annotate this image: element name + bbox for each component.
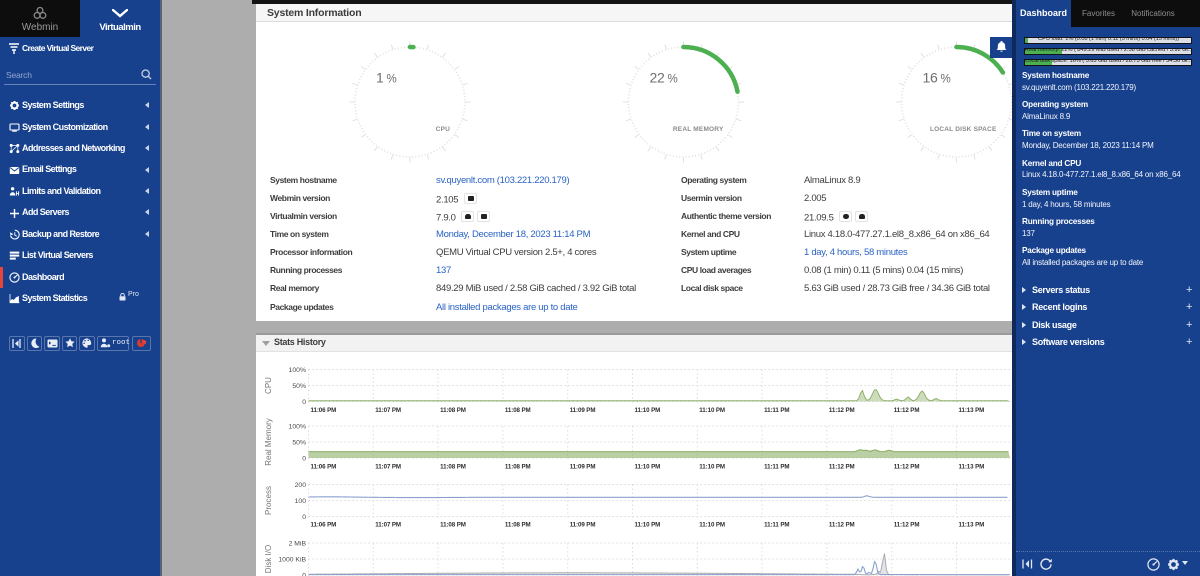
svg-text:11:08 PM: 11:08 PM xyxy=(505,407,531,414)
svg-text:22%: 22% xyxy=(650,70,678,86)
svg-text:11:13 PM: 11:13 PM xyxy=(959,464,985,471)
svg-text:11:12 PM: 11:12 PM xyxy=(894,407,920,414)
svg-text:11:13 PM: 11:13 PM xyxy=(959,407,985,414)
svg-text:0: 0 xyxy=(302,514,306,521)
svg-text:11:12 PM: 11:12 PM xyxy=(894,522,920,529)
svg-text:11:12 PM: 11:12 PM xyxy=(829,464,855,471)
svg-text:CPU: CPU xyxy=(436,126,450,133)
svg-text:11:08 PM: 11:08 PM xyxy=(505,522,531,529)
svg-text:0: 0 xyxy=(302,456,306,463)
svg-text:1000 KiB: 1000 KiB xyxy=(278,557,306,564)
svg-text:Process: Process xyxy=(264,486,273,515)
svg-text:100: 100 xyxy=(295,498,307,505)
svg-text:2 MiB: 2 MiB xyxy=(289,541,307,548)
svg-text:100%: 100% xyxy=(289,367,306,374)
svg-text:0: 0 xyxy=(302,573,306,576)
svg-text:11:10 PM: 11:10 PM xyxy=(699,407,725,414)
svg-text:11:08 PM: 11:08 PM xyxy=(440,522,466,529)
svg-text:11:09 PM: 11:09 PM xyxy=(570,464,596,471)
svg-text:11:06 PM: 11:06 PM xyxy=(311,407,337,414)
svg-text:11:07 PM: 11:07 PM xyxy=(375,407,401,414)
svg-text:11:10 PM: 11:10 PM xyxy=(635,522,661,529)
svg-text:11:08 PM: 11:08 PM xyxy=(440,407,466,414)
svg-text:50%: 50% xyxy=(292,383,306,390)
svg-text:11:10 PM: 11:10 PM xyxy=(699,464,725,471)
svg-text:0: 0 xyxy=(302,399,306,406)
svg-text:REAL MEMORY: REAL MEMORY xyxy=(673,126,724,133)
svg-text:11:07 PM: 11:07 PM xyxy=(375,464,401,471)
svg-text:11:13 PM: 11:13 PM xyxy=(959,522,985,529)
svg-text:200: 200 xyxy=(295,482,307,489)
svg-text:11:09 PM: 11:09 PM xyxy=(570,407,596,414)
svg-text:100%: 100% xyxy=(289,424,306,431)
svg-text:11:12 PM: 11:12 PM xyxy=(894,464,920,471)
svg-text:11:08 PM: 11:08 PM xyxy=(505,464,531,471)
svg-text:11:11 PM: 11:11 PM xyxy=(764,464,789,471)
svg-text:CPU: CPU xyxy=(264,377,273,394)
svg-text:50%: 50% xyxy=(292,440,306,447)
svg-text:11:10 PM: 11:10 PM xyxy=(635,407,661,414)
svg-text:16%: 16% xyxy=(923,70,951,86)
svg-text:11:08 PM: 11:08 PM xyxy=(440,464,466,471)
svg-text:11:07 PM: 11:07 PM xyxy=(375,522,401,529)
svg-text:11:06 PM: 11:06 PM xyxy=(311,522,337,529)
svg-text:11:09 PM: 11:09 PM xyxy=(570,522,596,529)
svg-text:LOCAL DISK SPACE: LOCAL DISK SPACE xyxy=(930,126,997,133)
svg-text:11:10 PM: 11:10 PM xyxy=(699,522,725,529)
svg-text:11:06 PM: 11:06 PM xyxy=(311,464,337,471)
svg-text:11:10 PM: 11:10 PM xyxy=(635,464,661,471)
svg-text:Real Memory: Real Memory xyxy=(264,418,273,466)
svg-text:11:12 PM: 11:12 PM xyxy=(829,407,855,414)
svg-text:11:12 PM: 11:12 PM xyxy=(829,522,855,529)
svg-text:11:11 PM: 11:11 PM xyxy=(764,407,789,414)
svg-text:1%: 1% xyxy=(376,70,397,86)
svg-text:11:11 PM: 11:11 PM xyxy=(764,522,789,529)
svg-text:Disk I/O: Disk I/O xyxy=(264,545,273,573)
